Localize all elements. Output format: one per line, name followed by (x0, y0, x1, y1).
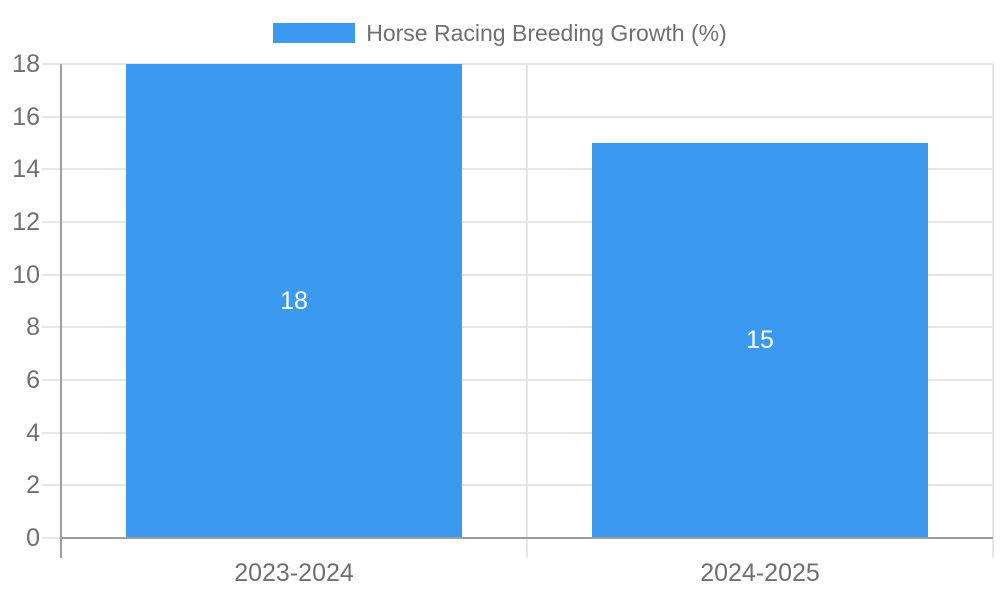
y-axis-tick-label: 0 (26, 524, 40, 552)
y-axis-tick-label: 12 (12, 208, 40, 236)
bar (592, 143, 928, 537)
y-gridline (42, 115, 993, 118)
y-axis-tick-label: 2 (26, 471, 40, 500)
y-axis-tick-label: 14 (12, 155, 40, 184)
bar-value-label: 18 (280, 286, 308, 315)
x-axis-tick-label: 2023-2024 (234, 559, 354, 587)
y-gridline (42, 168, 993, 171)
legend: Horse Racing Breeding Growth (%) (0, 20, 1000, 46)
y-gridline (42, 221, 993, 223)
y-gridline (42, 273, 993, 276)
y-axis-line (60, 64, 62, 558)
bar-value-label: 15 (746, 326, 774, 354)
x-axis-tick-label: 2024-2025 (700, 559, 820, 587)
y-axis-tick-label: 4 (26, 418, 40, 447)
y-gridline (42, 379, 993, 381)
y-gridline (42, 326, 993, 329)
plot-right-border (992, 64, 994, 558)
legend-swatch (273, 23, 356, 43)
y-gridline (42, 484, 993, 487)
bar (126, 64, 462, 537)
y-axis-tick-label: 10 (12, 260, 40, 289)
y-axis-tick-label: 8 (26, 313, 40, 342)
y-axis-tick-stub (42, 537, 61, 539)
y-axis-tick-label: 18 (12, 50, 40, 78)
y-gridline (42, 63, 993, 65)
y-axis-tick-label: 16 (12, 102, 40, 131)
x-axis-baseline (61, 537, 993, 539)
y-gridline (42, 431, 993, 434)
category-separator-gridline (526, 64, 528, 558)
legend-label: Horse Racing Breeding Growth (%) (366, 20, 727, 46)
y-axis-tick-label: 6 (26, 366, 40, 394)
